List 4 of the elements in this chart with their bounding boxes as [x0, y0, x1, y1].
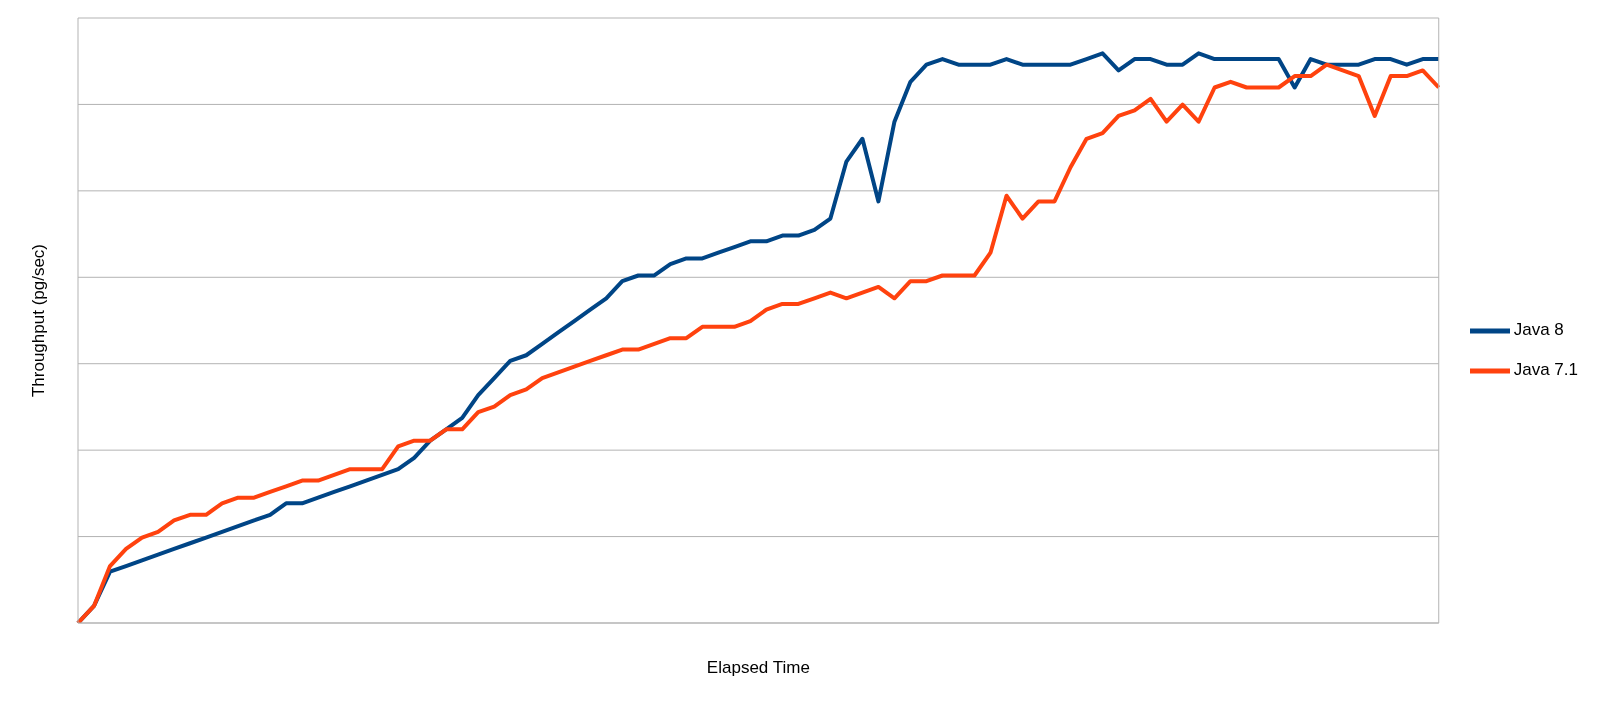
- legend-label: Java 8: [1513, 319, 1564, 339]
- legend-label: Java 7.1: [1513, 359, 1578, 379]
- y-axis-title: Throughput (pg/sec): [29, 243, 49, 398]
- x-axis-title: Elapsed Time: [706, 658, 810, 677]
